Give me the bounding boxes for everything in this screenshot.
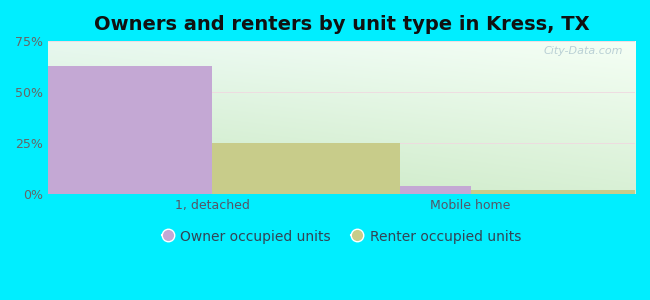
Bar bbox=[213, 143, 400, 194]
Text: City-Data.com: City-Data.com bbox=[544, 46, 623, 56]
Title: Owners and renters by unit type in Kress, TX: Owners and renters by unit type in Kress… bbox=[94, 15, 590, 34]
Bar bbox=[471, 190, 650, 194]
Legend: Owner occupied units, Renter occupied units: Owner occupied units, Renter occupied un… bbox=[157, 224, 526, 249]
Bar bbox=[283, 186, 471, 194]
Bar bbox=[25, 66, 213, 194]
